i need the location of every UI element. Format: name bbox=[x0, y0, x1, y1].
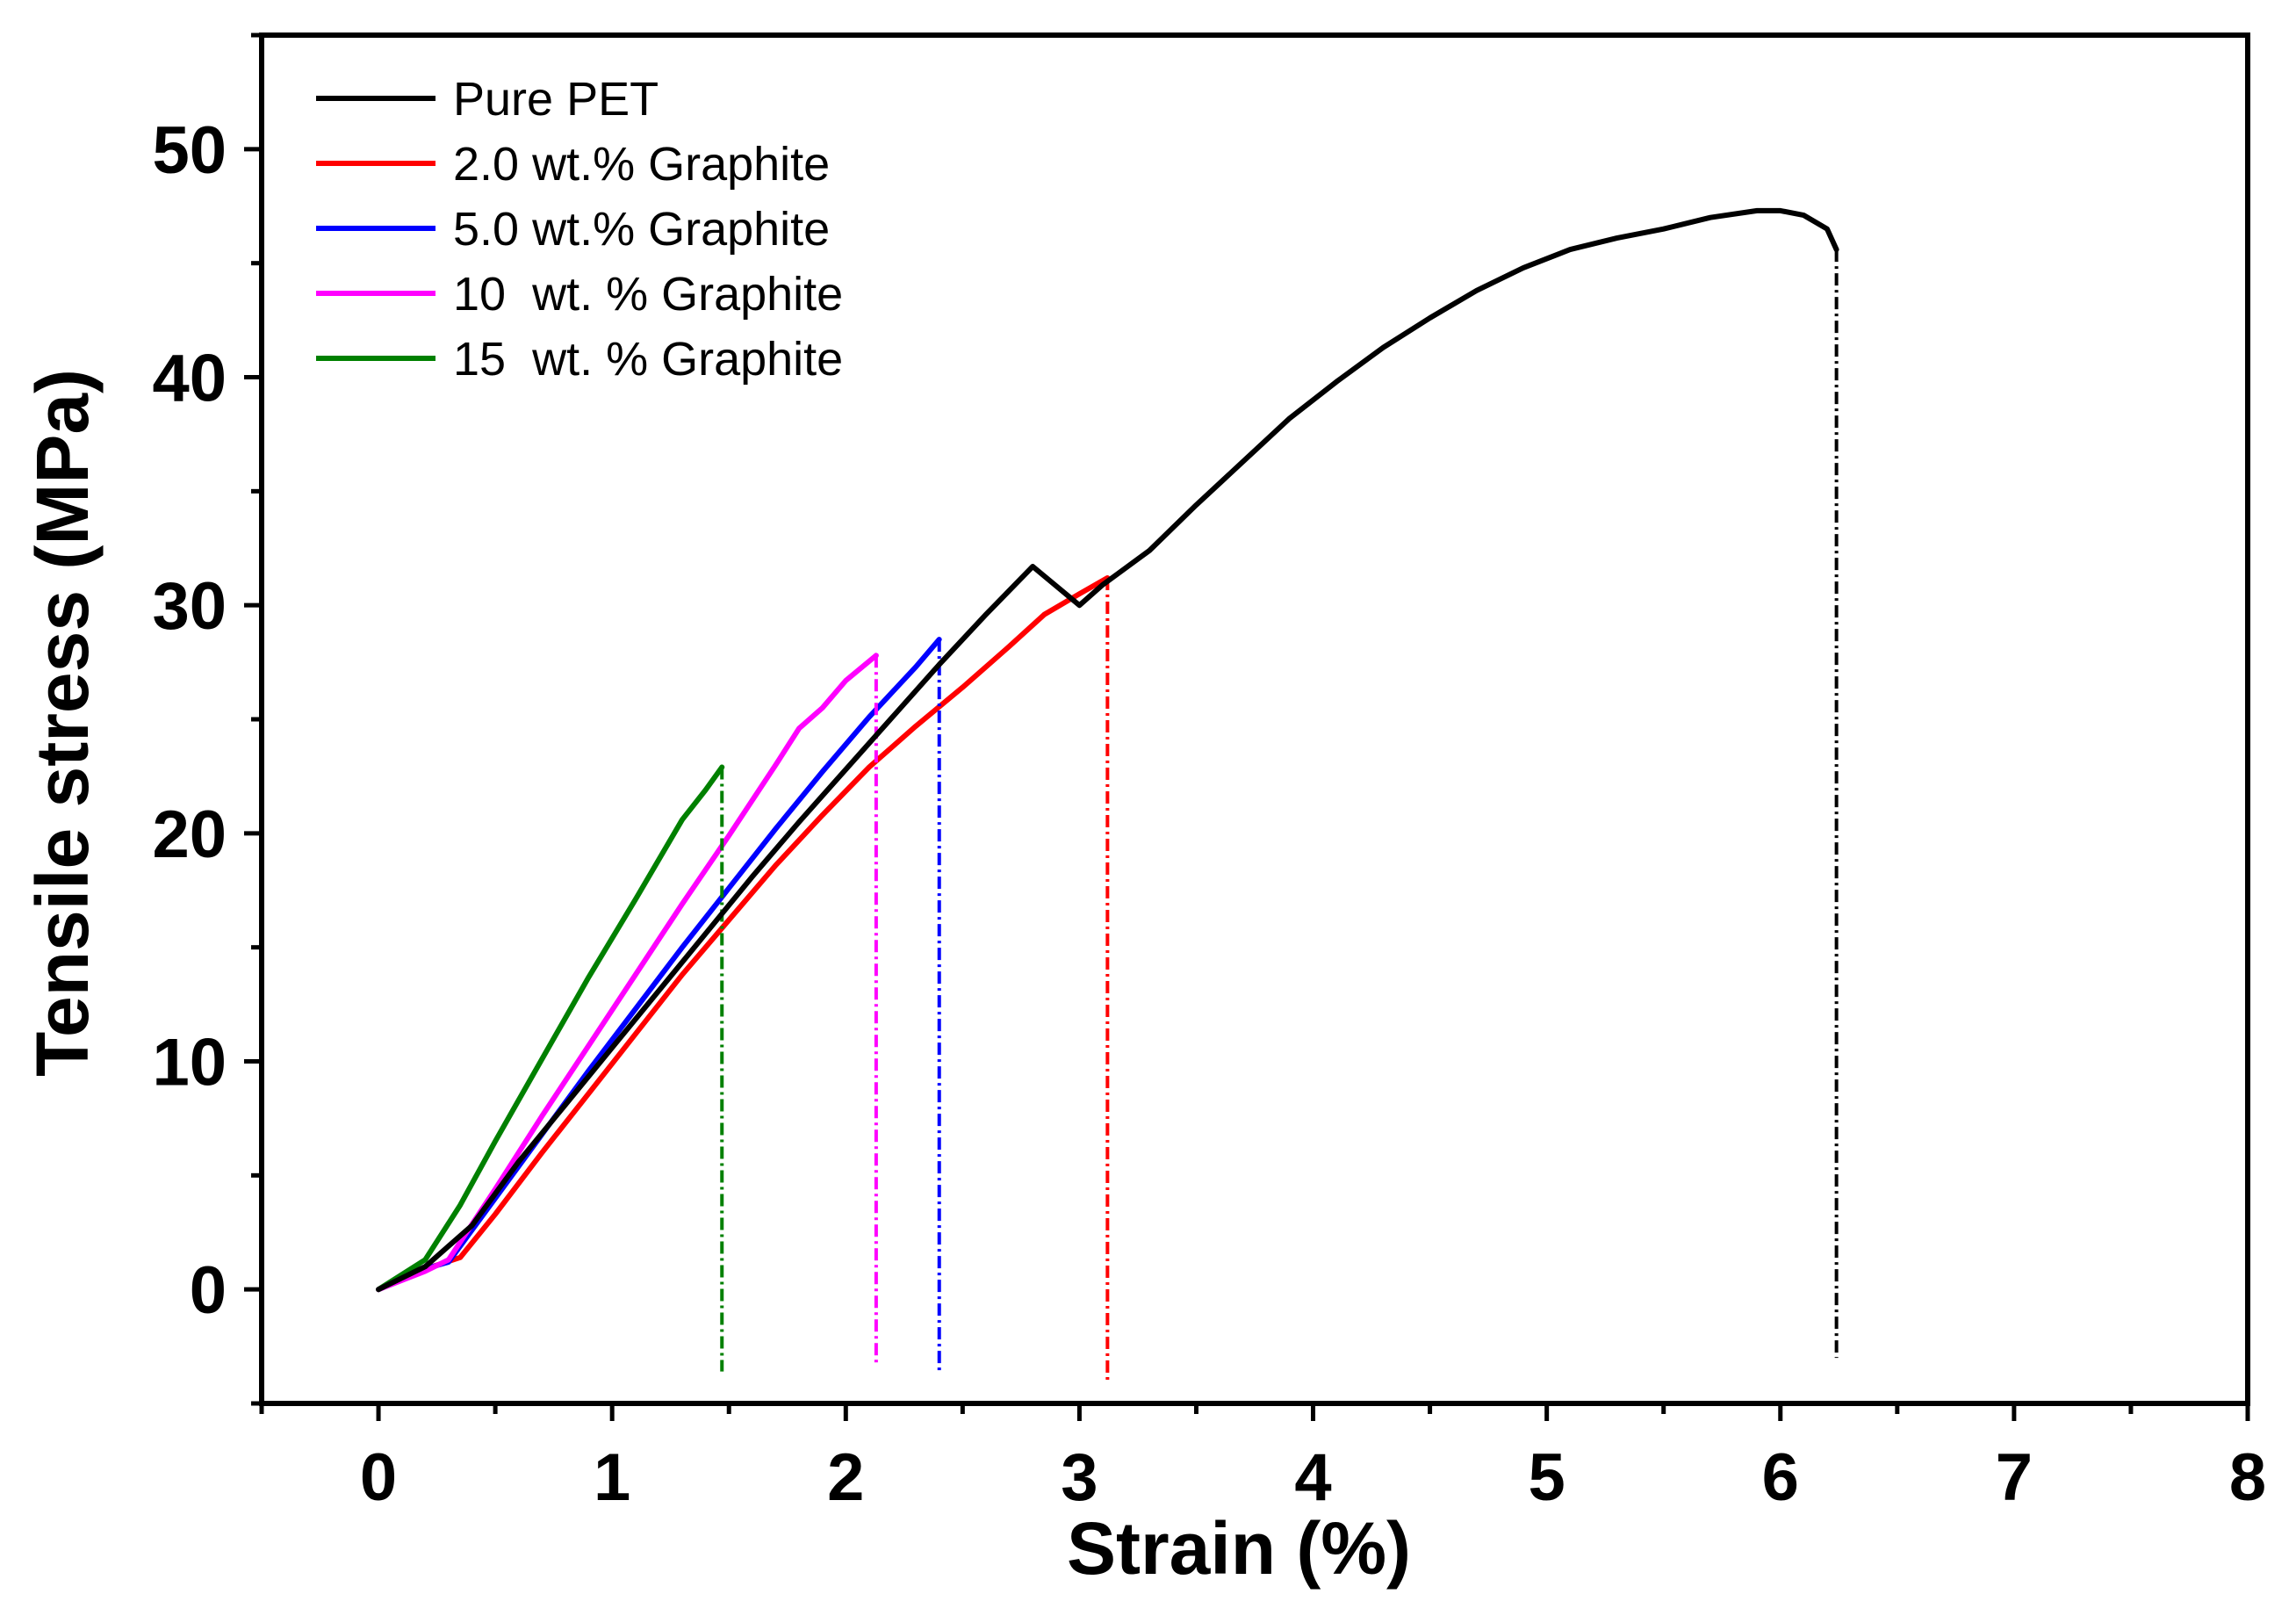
x-axis-title: Strain (%) bbox=[1067, 1507, 1411, 1590]
y-tick-label: 40 bbox=[152, 342, 227, 416]
x-tick-label: 2 bbox=[827, 1440, 864, 1515]
series-layer bbox=[376, 207, 1839, 1381]
x-tick-label: 6 bbox=[1762, 1440, 1799, 1515]
series-line-10-wt-graphite bbox=[376, 653, 879, 1293]
x-tick-label: 5 bbox=[1529, 1440, 1565, 1515]
series-line-2-0-wt-graphite bbox=[376, 575, 1111, 1293]
legend-label: Pure PET bbox=[453, 73, 659, 126]
y-tick-label: 10 bbox=[152, 1026, 227, 1100]
legend: Pure PET 2.0 wt.% Graphite 5.0 wt.% Graphi… bbox=[316, 73, 843, 386]
y-axis-title: Tensile stress (MPa) bbox=[21, 369, 104, 1077]
y-tick-label: 0 bbox=[190, 1253, 227, 1328]
y-tick-label: 20 bbox=[152, 797, 227, 872]
x-tick-label: 3 bbox=[1061, 1440, 1098, 1515]
legend-label: 5.0 wt.% Graphite bbox=[453, 203, 830, 256]
y-tick-label: 30 bbox=[152, 569, 227, 644]
legend-label: 2.0 wt.% Graphite bbox=[453, 138, 830, 191]
legend-label: 15 wt. % Graphite bbox=[453, 333, 843, 386]
tick-label-layer: 0 1 2 3 4 5 6 7 8 0 10 20 30 40 50 bbox=[152, 113, 2266, 1515]
x-tick-label: 1 bbox=[594, 1440, 630, 1515]
series-line-pure-pet bbox=[376, 207, 1839, 1293]
plot-frame bbox=[259, 32, 2250, 1406]
x-tick-label: 8 bbox=[2229, 1440, 2266, 1515]
x-tick-label: 0 bbox=[360, 1440, 397, 1515]
x-tick-label: 7 bbox=[1996, 1440, 2033, 1515]
series-line-15-wt-graphite bbox=[376, 764, 725, 1293]
x-tick-label: 4 bbox=[1294, 1440, 1331, 1515]
legend-label: 10 wt. % Graphite bbox=[453, 268, 843, 321]
y-tick-label: 50 bbox=[152, 113, 227, 188]
